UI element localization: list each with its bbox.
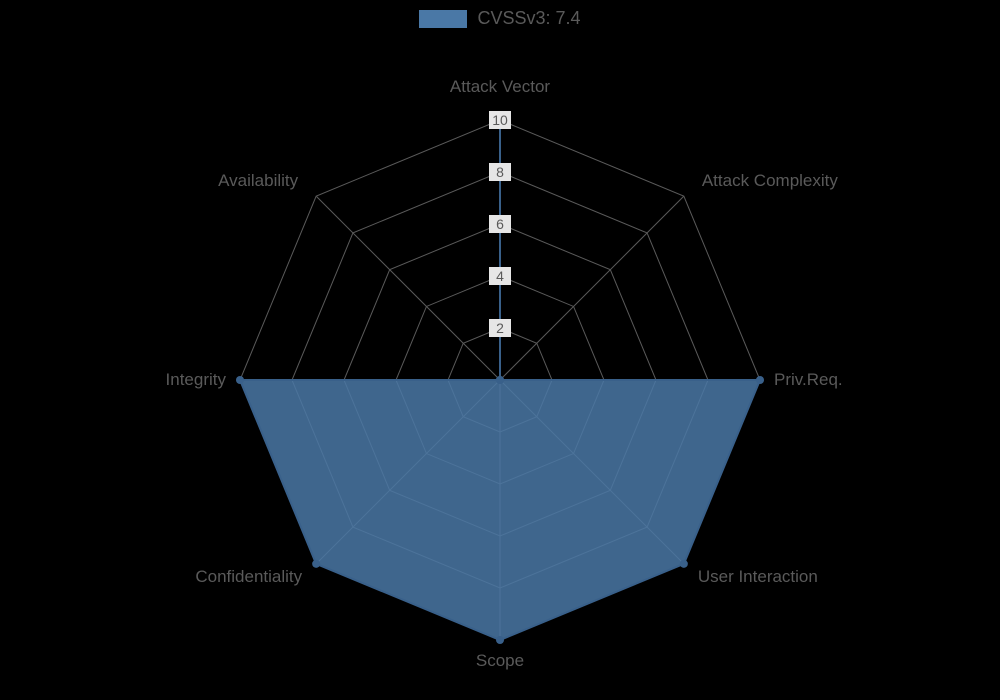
axis-label: Attack Complexity	[702, 171, 839, 190]
axis-label: User Interaction	[698, 567, 818, 586]
data-marker	[236, 376, 244, 384]
tick-label: 2	[496, 320, 504, 336]
axis-label: Scope	[476, 651, 524, 670]
axis-label: Confidentiality	[195, 567, 302, 586]
axis-label: Integrity	[166, 370, 227, 389]
axis-label: Attack Vector	[450, 77, 550, 96]
data-marker	[496, 376, 504, 384]
radar-chart: 2 4 6 8 10 Attack Vector Attack Complexity Priv…	[0, 0, 1000, 700]
data-marker	[756, 376, 764, 384]
grid-spoke	[316, 196, 500, 380]
legend: CVSSv3: 7.4	[0, 8, 1000, 33]
radar-chart-container: CVSSv3: 7.4 2 4 6 8 10 Attack Vector Attack Co…	[0, 0, 1000, 700]
legend-label: CVSSv3: 7.4	[477, 8, 580, 29]
data-marker	[312, 560, 320, 568]
grid-spoke	[500, 196, 684, 380]
tick-label: 4	[496, 268, 504, 284]
axis-label: Availability	[218, 171, 299, 190]
tick-label: 6	[496, 216, 504, 232]
data-marker	[680, 560, 688, 568]
tick-label: 8	[496, 164, 504, 180]
tick-label: 10	[492, 112, 508, 128]
legend-swatch	[419, 10, 467, 28]
data-marker	[496, 636, 504, 644]
axis-label: Priv.Req.	[774, 370, 843, 389]
